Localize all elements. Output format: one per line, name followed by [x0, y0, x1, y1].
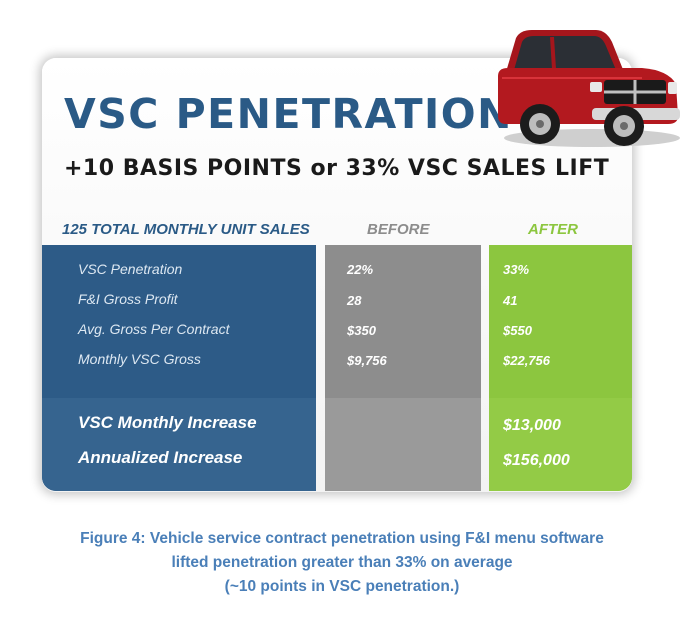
- total-label: VSC Monthly Increase: [78, 413, 257, 432]
- totals-label-panel: [42, 398, 316, 491]
- total-after-value: $13,000: [503, 417, 561, 434]
- row-label: Avg. Gross Per Contract: [78, 321, 230, 337]
- row-before-value: $9,756: [347, 353, 387, 368]
- totals-before-panel: [325, 398, 481, 491]
- row-after-value: $22,756: [503, 353, 550, 368]
- units-header: 125 TOTAL MONTHLY UNIT SALES: [62, 221, 310, 238]
- row-label: VSC Penetration: [78, 261, 183, 277]
- pickup-truck-icon: [498, 30, 680, 147]
- subtitle: +10 BASIS POINTS or 33% VSC SALES LIFT: [64, 156, 610, 181]
- caption-line: lifted penetration greater than 33% on a…: [171, 554, 513, 571]
- row-before-value: $350: [347, 323, 376, 338]
- row-before-value: 28: [347, 293, 362, 308]
- row-before-value: 22%: [347, 262, 374, 277]
- row-after-value: 41: [503, 293, 518, 308]
- figure-caption: Figure 4: Vehicle service contract penet…: [0, 527, 684, 599]
- before-header: BEFORE: [367, 221, 430, 238]
- row-label: Monthly VSC Gross: [78, 351, 201, 367]
- caption-line: Figure 4: Vehicle service contract penet…: [80, 530, 604, 547]
- after-header: AFTER: [528, 221, 578, 238]
- row-after-value: 33%: [503, 262, 530, 277]
- totals-after-panel: [489, 398, 632, 491]
- total-label: Annualized Increase: [78, 448, 243, 467]
- page-title: VSC PENETRATION: [64, 90, 513, 138]
- row-label: F&I Gross Profit: [78, 291, 178, 307]
- caption-line: (~10 points in VSC penetration.): [224, 578, 460, 595]
- total-after-value: $156,000: [503, 452, 570, 469]
- row-after-value: $550: [503, 323, 532, 338]
